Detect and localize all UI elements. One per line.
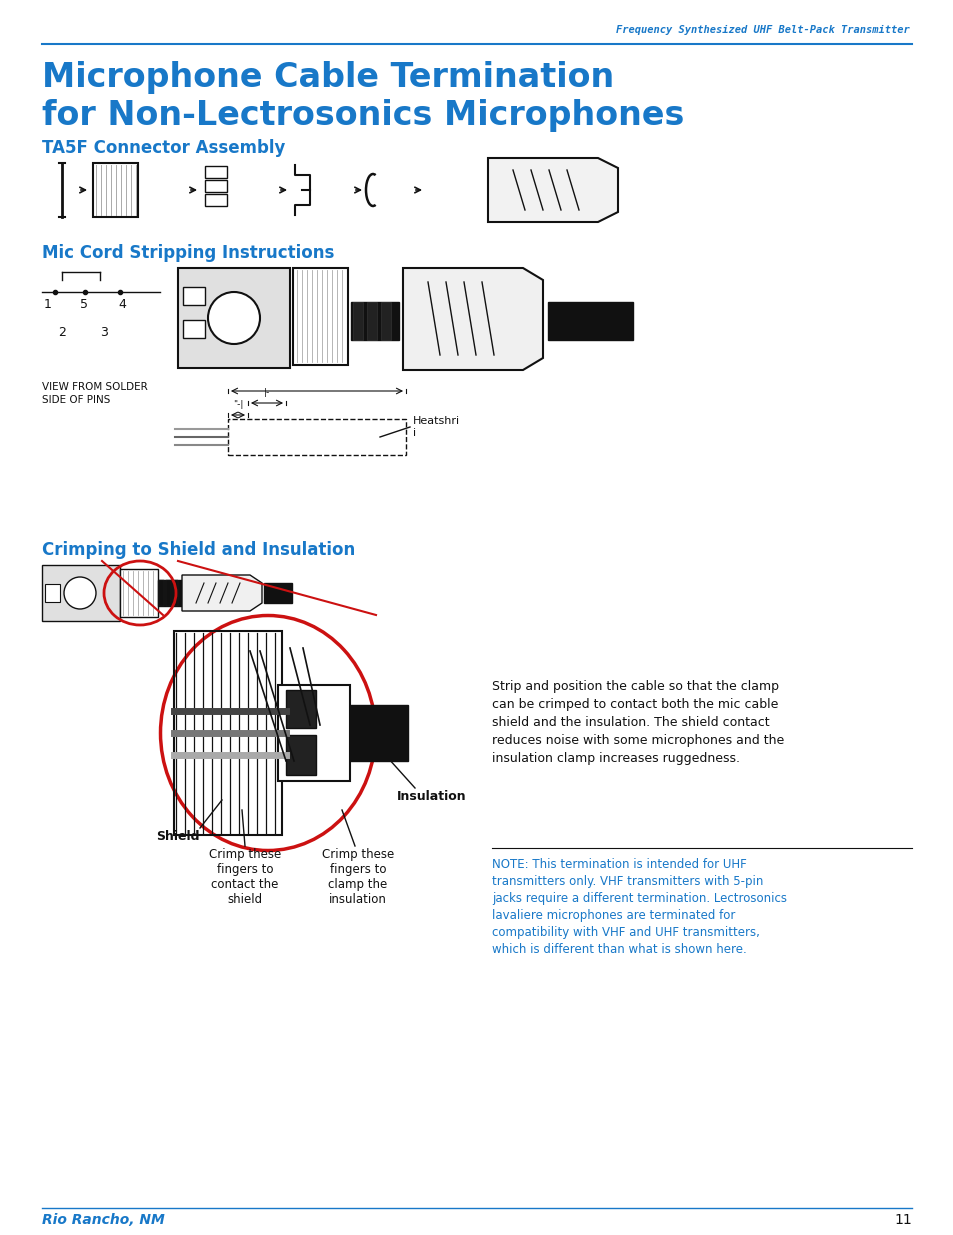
Bar (45, 584, 60, 601)
Bar (277, 685, 350, 781)
Bar (367, 303, 376, 340)
Bar (293, 268, 348, 366)
Bar (42, 564, 120, 621)
Bar (350, 705, 408, 761)
Text: 4: 4 (118, 298, 126, 311)
Bar (166, 580, 171, 606)
Bar (547, 303, 633, 340)
Circle shape (64, 577, 96, 609)
Text: "-|: "-| (233, 400, 243, 409)
Bar (353, 303, 363, 340)
Text: Strip and position the cable so that the clamp
can be crimped to contact both th: Strip and position the cable so that the… (492, 680, 783, 764)
Bar (183, 287, 205, 305)
Text: 5: 5 (80, 298, 88, 311)
Polygon shape (488, 158, 618, 222)
Text: Insulation: Insulation (396, 790, 466, 803)
Text: for Non-Lectrosonics Microphones: for Non-Lectrosonics Microphones (42, 99, 683, 131)
Bar (205, 180, 227, 191)
Text: Heatshri
i: Heatshri i (413, 416, 459, 437)
Text: Rio Rancho, NM: Rio Rancho, NM (42, 1213, 165, 1228)
Text: 3: 3 (100, 326, 108, 338)
Bar (205, 194, 227, 206)
Bar (286, 735, 315, 776)
Text: NOTE: This termination is intended for UHF
transmitters only. VHF transmitters w: NOTE: This termination is intended for U… (492, 858, 786, 956)
Text: Shield: Shield (156, 830, 199, 844)
Text: Microphone Cable Termination: Microphone Cable Termination (42, 62, 614, 95)
Bar (178, 268, 290, 368)
Text: 1: 1 (44, 298, 51, 311)
Text: VIEW FROM SOLDER
SIDE OF PINS: VIEW FROM SOLDER SIDE OF PINS (42, 382, 148, 405)
Text: TA5F Connector Assembly: TA5F Connector Assembly (42, 140, 285, 157)
Bar (183, 320, 205, 338)
Text: Crimping to Shield and Insulation: Crimping to Shield and Insulation (42, 541, 355, 559)
Text: |-: |- (264, 388, 270, 396)
Bar (264, 583, 292, 603)
Bar (92, 163, 138, 217)
Text: Frequency Synthesized UHF Belt-Pack Transmitter: Frequency Synthesized UHF Belt-Pack Tran… (616, 25, 909, 35)
Text: Mic Cord Stripping Instructions: Mic Cord Stripping Instructions (42, 245, 334, 262)
Bar (380, 303, 391, 340)
Bar (351, 303, 398, 340)
Bar (120, 569, 158, 618)
Text: 2: 2 (58, 326, 66, 338)
Text: Crimp these
fingers to
clamp the
insulation: Crimp these fingers to clamp the insulat… (321, 848, 394, 906)
Circle shape (208, 291, 260, 345)
Bar (173, 631, 282, 835)
Bar (228, 419, 406, 454)
Polygon shape (182, 576, 262, 611)
Bar (158, 580, 182, 606)
Bar (172, 580, 178, 606)
Bar (286, 690, 315, 727)
Polygon shape (402, 268, 542, 370)
Text: Crimp these
fingers to
contact the
shield: Crimp these fingers to contact the shiel… (209, 848, 281, 906)
Bar (159, 580, 164, 606)
Bar (205, 165, 227, 178)
Text: 11: 11 (893, 1213, 911, 1228)
